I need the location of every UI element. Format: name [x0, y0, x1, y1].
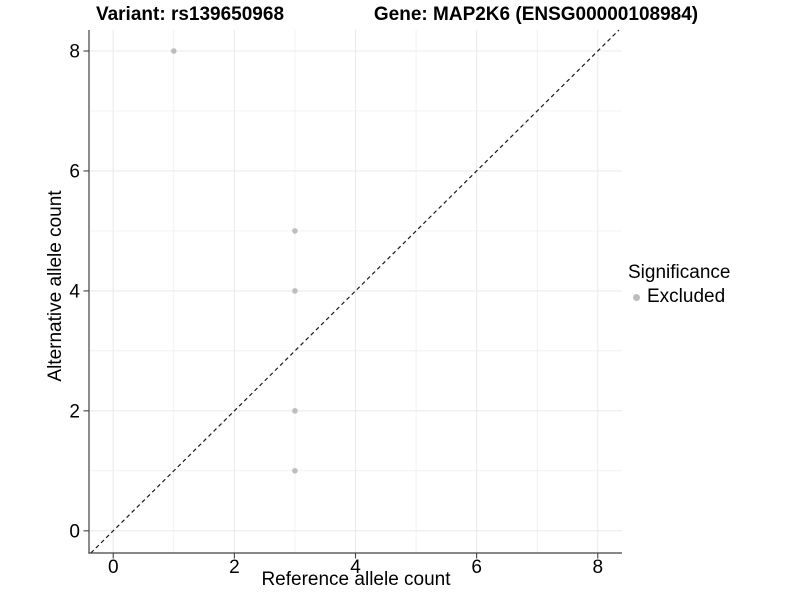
x-tick-label: 0 [108, 557, 119, 578]
x-tick-label: 8 [592, 557, 603, 578]
identity-reference-line [90, 29, 620, 554]
y-tick-label: 0 [69, 521, 80, 542]
gene-title: Gene: MAP2K6 (ENSG00000108984) [373, 4, 699, 25]
x-axis-title: Reference allele count [261, 569, 451, 590]
x-tick-label: 4 [350, 557, 361, 578]
legend-item-excluded: Excluded [628, 286, 730, 308]
data-point [292, 408, 298, 414]
data-point [292, 468, 298, 474]
y-tick-label: 6 [69, 161, 80, 182]
legend-item-label: Excluded [647, 286, 726, 307]
variant-title: Variant: rs139650968 [95, 4, 285, 25]
legend-title: Significance [628, 262, 731, 283]
data-point [170, 48, 177, 54]
data-point [292, 228, 298, 234]
y-axis-title: Alternative allele count [45, 190, 66, 382]
y-tick-label: 4 [69, 281, 80, 302]
x-tick-label: 2 [229, 557, 240, 578]
excluded-point-swatch-icon [633, 293, 640, 301]
legend: Significance Excluded [628, 262, 730, 308]
y-tick-label: 8 [69, 41, 80, 62]
x-tick-label: 6 [471, 557, 482, 578]
y-tick-label: 2 [69, 401, 80, 422]
data-point [292, 288, 298, 294]
